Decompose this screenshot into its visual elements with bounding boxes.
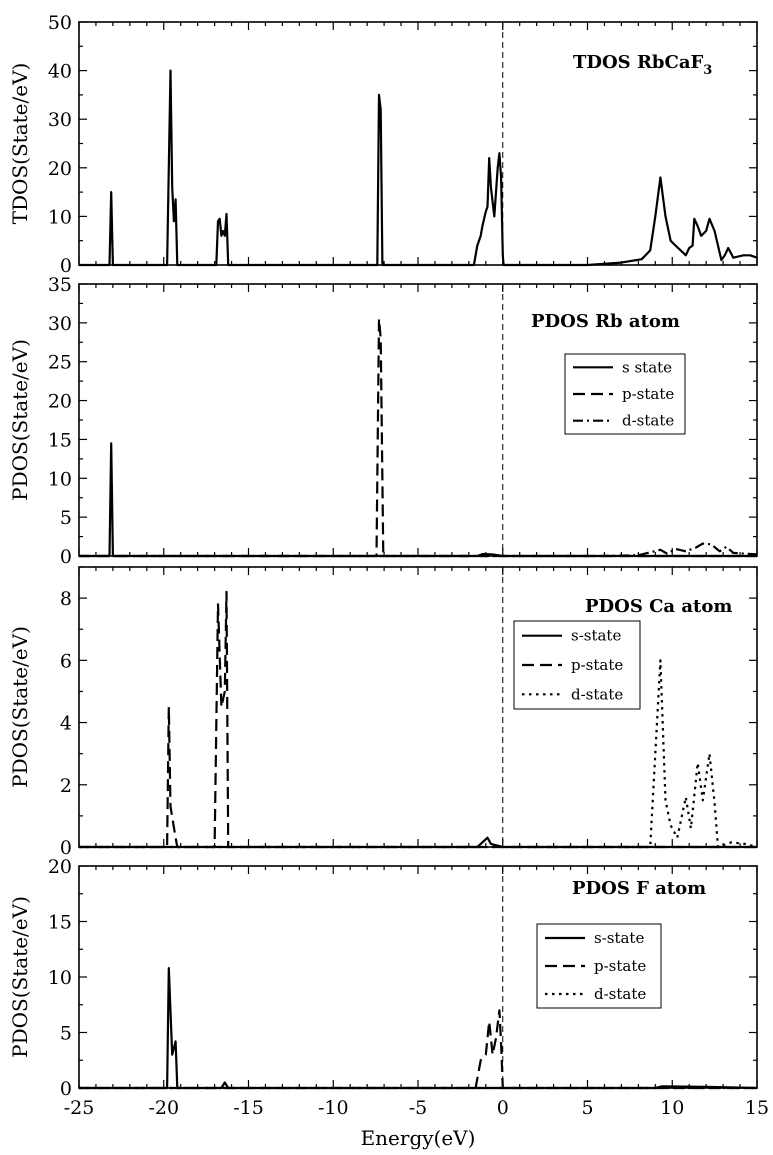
y-tick-label: 50 <box>48 12 72 34</box>
x-tick-label: 0 <box>497 1097 509 1119</box>
x-tick-label: -10 <box>318 1097 349 1119</box>
y-tick-label: 0 <box>60 255 72 277</box>
y-tick-label: 0 <box>60 837 72 859</box>
x-axis-title: Energy(eV) <box>361 1126 476 1150</box>
panel-4: 0 5 10 15 20 -25 -20 -15 -10 -5 0 5 10 15 PDOS(State/e… <box>8 856 769 1119</box>
y-tick-label: 8 <box>60 588 72 610</box>
y-tick-label: 0 <box>60 546 72 568</box>
y-tick-label: 35 <box>48 274 72 296</box>
legend-label: p-state <box>594 957 646 975</box>
y-tick-label: 10 <box>48 468 72 490</box>
panel-title: PDOS F atom <box>572 878 706 899</box>
legend-label: d-state <box>594 985 646 1003</box>
x-tick-label: -5 <box>409 1097 428 1119</box>
y-tick-label: 4 <box>60 713 72 735</box>
y-tick-label: 0 <box>60 1078 72 1100</box>
y-tick-label: 10 <box>48 967 72 989</box>
x-tick-label: 10 <box>660 1097 684 1119</box>
legend: s-state p-state d-state <box>513 620 641 710</box>
x-tick-label: 5 <box>581 1097 593 1119</box>
x-tick-label: -15 <box>233 1097 264 1119</box>
panel-title: PDOS Ca atom <box>585 596 732 617</box>
y-tick-label: 20 <box>48 158 72 180</box>
series-line-total <box>79 69 758 267</box>
y-tick-label: 15 <box>48 429 72 451</box>
legend-label: s state <box>622 358 672 376</box>
legend-label: p-state <box>622 385 674 403</box>
y-axis-title: PDOS(State/eV) <box>8 896 32 1058</box>
x-tick-label: -25 <box>64 1097 95 1119</box>
y-tick-label: 20 <box>48 391 72 413</box>
y-tick-label: 6 <box>60 650 72 672</box>
y-axis-title: PDOS(State/eV) <box>8 339 32 501</box>
panel-3: 0 2 4 6 8 PDOS(State/eV) PDOS Ca atom s-state p-… <box>8 566 758 859</box>
y-tick-label: 10 <box>48 206 72 228</box>
series-line-p-state <box>79 590 757 849</box>
title-subscript: 3 <box>703 63 712 78</box>
legend-label: s-state <box>571 627 621 645</box>
y-axis-title: PDOS(State/eV) <box>8 626 32 788</box>
legend-label: d-state <box>622 412 674 430</box>
panel-title: PDOS Rb atom <box>531 311 680 332</box>
y-tick-label: 25 <box>48 352 72 374</box>
y-axis-title: TDOS(State/eV) <box>8 63 32 225</box>
y-tick-label: 20 <box>48 856 72 878</box>
series-line-d-state <box>79 542 758 558</box>
y-tick-label: 5 <box>60 507 72 529</box>
x-tick-label: 15 <box>745 1097 769 1119</box>
y-tick-label: 2 <box>60 775 72 797</box>
legend-label: d-state <box>571 685 623 703</box>
x-tick-label: -20 <box>148 1097 179 1119</box>
legend: s state p-state d-state <box>564 353 686 435</box>
y-tick-label: 30 <box>48 313 72 335</box>
legend: s-state p-state d-state <box>536 923 662 1009</box>
legend-label: p-state <box>571 656 623 674</box>
legend-label: s-state <box>594 929 644 947</box>
y-tick-label: 5 <box>60 1023 72 1045</box>
y-tick-label: 30 <box>48 109 72 131</box>
series-line-p-state <box>79 1009 757 1090</box>
y-tick-label: 15 <box>48 912 72 934</box>
panel-2: 0 5 10 15 20 25 30 35 PDOS(State/eV) PDOS Rb atom… <box>8 274 758 568</box>
y-tick-label: 40 <box>48 61 72 83</box>
